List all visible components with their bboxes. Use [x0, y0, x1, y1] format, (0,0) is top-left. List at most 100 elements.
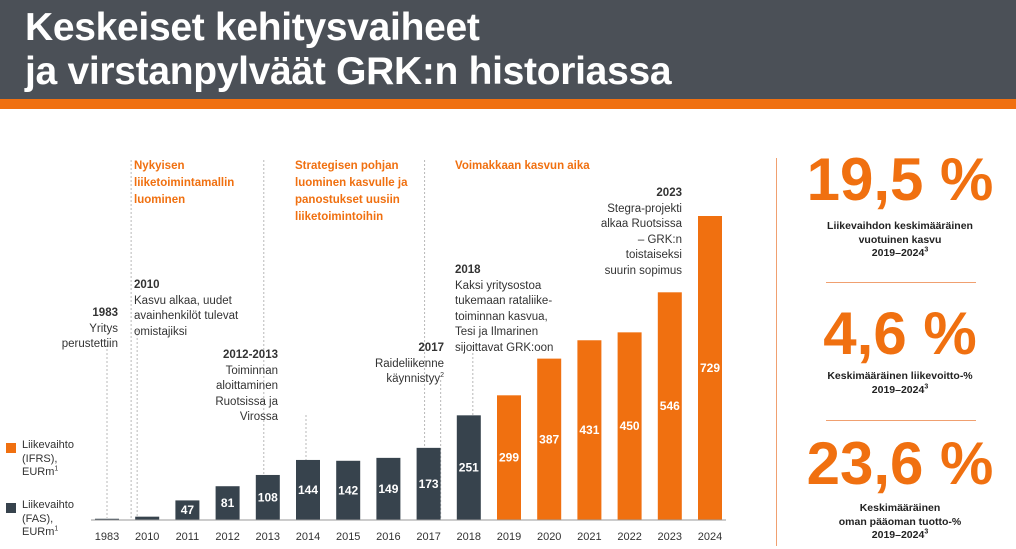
bar-1983: [95, 518, 119, 520]
footnote-marker: 1: [54, 465, 59, 473]
kpi-panel-divider: [776, 158, 777, 546]
milestone-year: 2018: [455, 264, 481, 276]
x-tick-label: 2015: [336, 531, 360, 543]
phase-1-line: liiketoimintamallin: [134, 177, 235, 189]
milestone-line: avainhenkilöt tulevat: [134, 310, 239, 322]
legend-line-text: EURm: [22, 466, 55, 478]
legend-line: Liikevaihto: [22, 439, 74, 451]
data-label-2024: 729: [700, 361, 720, 375]
x-tick-label: 2012: [215, 531, 239, 543]
title-line-2: ja virstanpylväät GRK:n historiassa: [25, 50, 672, 93]
milestone-line: aloittaminen: [215, 380, 278, 392]
kpi-label-line: Keskimääräinen liikevoitto-%: [827, 370, 973, 382]
data-label-2013: 108: [258, 490, 278, 504]
milestone-year: 1983: [92, 307, 118, 319]
footnote-marker: 3: [924, 383, 929, 390]
bar-2022: [617, 332, 642, 520]
milestone-line: omistajiksi: [134, 325, 188, 338]
milestone-2017: 2017 Raideliikenne käynnistyy2: [375, 341, 444, 388]
legend-line: EURm1: [22, 525, 74, 540]
x-tick-label: 2018: [457, 531, 481, 543]
phase-2-line: Strategisen pohjan: [295, 160, 399, 172]
data-label-2012: 81: [221, 496, 235, 510]
data-label-2014: 144: [298, 483, 318, 497]
kpi-label-text: 2019–2024: [871, 247, 925, 259]
data-label-2016: 149: [378, 482, 398, 496]
phase-1-line: luominen: [134, 194, 186, 206]
phase-2-line: luominen kasvulle ja: [295, 177, 408, 189]
kpi-revenue-growth-value: 19,5 %: [806, 146, 994, 213]
milestone-line: suurin sopimus: [604, 264, 682, 277]
kpi-label-line: 2019–20243: [790, 529, 1010, 543]
kpi-operating-margin-value: 4,6 %: [823, 300, 977, 367]
milestone-line: toistaiseksi: [625, 249, 682, 261]
bar-2023: [657, 292, 682, 520]
milestone-line: Stegra-projekti: [607, 202, 682, 215]
bar-2017: [416, 447, 441, 520]
footnote-marker: 2: [440, 372, 444, 380]
milestone-line: toiminnan kasvua,: [455, 310, 548, 323]
phase-1-line: Nykyisen: [134, 160, 185, 172]
kpi-roe-value: 23,6 %: [806, 430, 994, 497]
kpi-label-line: vuotuinen kasvu: [858, 233, 942, 246]
phase-heading-2: Strategisen pohjan luominen kasvulle ja …: [295, 158, 407, 226]
x-tick-label: 2013: [256, 531, 280, 543]
footnote-marker: 1: [54, 525, 59, 533]
milestone-2018: 2018 Kaksi yritysostoa tukemaan rataliik…: [455, 263, 553, 356]
header-accent-bar: [0, 99, 1016, 109]
legend-line: (IFRS),: [22, 452, 58, 465]
milestone-line: perustettiin: [61, 338, 118, 350]
bar-2016: [376, 457, 401, 520]
title-line-1: Keskeiset kehitysvaiheet: [25, 6, 480, 49]
milestone-year: 2023: [656, 187, 682, 199]
phase-3-line: Voimakkaan kasvun aika: [455, 160, 590, 172]
milestone-line-text: käynnistyy: [386, 373, 441, 385]
milestone-line-text: Raideliikenne: [374, 357, 444, 370]
kpi-label-text: 2019–2024: [871, 529, 925, 541]
milestone-line: Ruotsissa ja: [215, 395, 278, 408]
kpi-label-line: Keskimääräinen: [859, 502, 941, 514]
footnote-marker: 3: [924, 528, 929, 536]
legend-line-text: EURm: [22, 526, 55, 538]
x-tick-label: 2016: [376, 531, 400, 543]
milestone-2012-2013: 2012-2013 Toiminnan aloittaminen Ruotsis…: [215, 348, 278, 426]
x-tick-label: 2011: [176, 531, 200, 543]
data-label-2023: 546: [660, 399, 680, 413]
legend-line: (FAS),: [22, 512, 54, 525]
legend-line: EURm1: [22, 465, 74, 480]
legend-swatch-ifrs: [6, 443, 16, 453]
data-label-2017: 173: [419, 477, 439, 491]
x-tick-label: 2024: [698, 531, 722, 543]
milestone-line: Raideliikenne: [375, 357, 444, 373]
legend-item-fas: Liikevaihto (FAS), EURm1: [22, 499, 74, 540]
x-tick-label: 2017: [416, 531, 440, 543]
bar-2020: [537, 358, 562, 520]
kpi-roe-label: Keskimääräinen oman pääoman tuotto-% 201…: [790, 502, 1010, 543]
legend-swatch-fas: [6, 503, 16, 513]
milestone-line: Yritys: [89, 322, 118, 335]
milestone-line: Virossa: [239, 411, 278, 423]
x-tick-label: 2021: [577, 531, 601, 543]
kpi-operating-margin-label: Keskimääräinen liikevoitto-% 2019–20243: [790, 370, 1010, 397]
kpi-divider: [826, 282, 976, 283]
kpi-label-line: oman pääoman tuotto-%: [838, 515, 962, 528]
phase-2-line: liiketoimintoihin: [295, 211, 384, 223]
data-label-2018: 251: [459, 461, 479, 475]
milestone-line: Tesi ja Ilmarinen: [455, 326, 539, 338]
milestone-line: käynnistyy2: [375, 372, 444, 388]
milestone-line: Kaksi yritysostoa: [455, 279, 542, 292]
footnote-marker: 3: [924, 246, 929, 254]
page-title: Keskeiset kehitysvaiheet ja virstanpylvä…: [25, 6, 672, 94]
title-banner: Keskeiset kehitysvaiheet ja virstanpylvä…: [0, 0, 1016, 99]
bar-2010: [135, 516, 160, 520]
kpi-label-line: 2019–20243: [790, 247, 1010, 261]
phase-2-line: panostukset uusiin: [295, 194, 400, 206]
milestone-year: 2012-2013: [223, 349, 278, 361]
milestone-line: Toiminnan: [225, 364, 278, 377]
x-tick-label: 2019: [497, 531, 521, 543]
milestone-line: tukemaan rataliike-: [455, 295, 553, 307]
bar-2024: [698, 216, 722, 520]
x-tick-label: 2014: [296, 531, 320, 543]
bar-2011: [175, 500, 200, 520]
data-label-2015: 142: [338, 483, 358, 497]
